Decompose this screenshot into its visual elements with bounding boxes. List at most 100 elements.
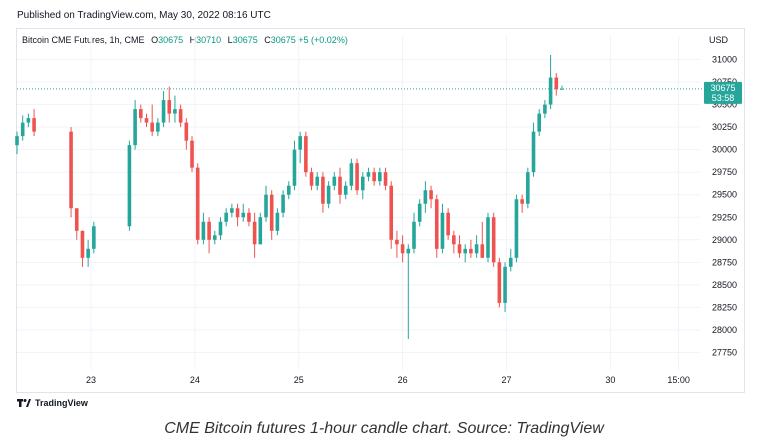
- candle-body: [264, 194, 268, 218]
- candle-body: [32, 118, 36, 132]
- legend-symbol: Bitcoin CME Futures, 1h, CME: [22, 35, 145, 45]
- candle-body: [86, 248, 90, 258]
- figure-caption: CME Bitcoin futures 1-hour candle chart.…: [164, 420, 604, 437]
- candle-body: [343, 185, 348, 195]
- y-tick-label: 30250: [712, 122, 737, 132]
- tradingview-brand: TradingView: [17, 398, 88, 408]
- chart-legend: Bitcoin CME Futures, 1h, CME O30675 H307…: [22, 35, 348, 45]
- candle-body: [309, 172, 314, 186]
- candle-body: [133, 109, 137, 146]
- candle-body: [332, 176, 337, 186]
- candle-body: [469, 248, 473, 254]
- candle-body: [241, 212, 246, 218]
- y-tick-label: 28750: [712, 257, 737, 267]
- candle-body: [247, 212, 251, 222]
- legend-close: 30675: [270, 35, 296, 45]
- candle-body: [235, 208, 240, 218]
- candle-body: [138, 109, 143, 119]
- legend-open: 30675: [158, 35, 184, 45]
- candle-body: [452, 235, 456, 245]
- candle-body: [258, 217, 263, 245]
- legend-change: +5 (+0.02%): [298, 35, 348, 45]
- candle-body: [156, 122, 160, 132]
- candle-body: [497, 262, 502, 303]
- candle-body: [173, 109, 177, 114]
- candle-body: [326, 185, 331, 204]
- candle-body: [69, 131, 73, 209]
- candle-body: [440, 212, 445, 249]
- candle-body: [224, 212, 228, 222]
- candle-body: [378, 172, 382, 182]
- x-tick-label: 27: [501, 375, 511, 385]
- candle-body: [275, 212, 280, 231]
- candle-body: [292, 149, 297, 186]
- y-tick-label: 30000: [712, 145, 737, 155]
- candle-body: [514, 199, 519, 258]
- candle-body: [230, 208, 234, 213]
- candle-body: [15, 136, 19, 146]
- y-tick-label: 30500: [712, 100, 737, 110]
- candle-body: [92, 226, 96, 249]
- currency-label: USD: [709, 35, 729, 45]
- candle-body: [480, 244, 485, 258]
- candle-body: [161, 100, 166, 123]
- candle-body: [457, 244, 462, 254]
- price-tag-price: 30675: [710, 83, 735, 93]
- y-tick-label: 28250: [712, 302, 737, 312]
- candle-body: [269, 194, 274, 231]
- candle-body: [178, 109, 183, 123]
- candle-body: [531, 131, 536, 173]
- candle-body: [417, 203, 422, 222]
- candle-body: [463, 248, 468, 254]
- x-tick-label: 25: [294, 375, 304, 385]
- candle-body: [218, 221, 223, 236]
- candle-body: [321, 176, 325, 204]
- legend-h-label: H: [189, 35, 197, 45]
- candle-body: [195, 167, 200, 240]
- candle-body: [74, 208, 79, 231]
- candle-body: [252, 221, 257, 245]
- candle-body: [281, 194, 285, 213]
- candle-body: [520, 199, 524, 204]
- candle-body: [355, 163, 359, 191]
- candle-body: [400, 244, 405, 254]
- legend-high: 30710: [196, 35, 222, 45]
- x-tick-label: 30: [605, 375, 615, 385]
- candle-body: [554, 77, 559, 90]
- y-tick-label: 29750: [712, 167, 737, 177]
- candle-body: [144, 118, 149, 123]
- candle-body: [20, 122, 25, 137]
- legend-l-label: L: [227, 35, 233, 45]
- candle-body: [212, 235, 217, 240]
- candle-body: [429, 190, 433, 200]
- y-tick-label: 27750: [712, 347, 737, 357]
- tradingview-logo-icon: [17, 398, 31, 407]
- price-tag-countdown: 53:58: [712, 93, 735, 103]
- x-tick-label: 26: [398, 375, 408, 385]
- y-tick-label: 29250: [712, 212, 737, 222]
- candle-body: [395, 239, 399, 245]
- candle-body: [548, 77, 553, 105]
- candle-body: [207, 221, 211, 240]
- candle-body: [372, 172, 376, 182]
- price-tag-box: [704, 81, 742, 104]
- y-tick-label: 31000: [712, 55, 737, 65]
- x-tick-label: 23: [86, 375, 96, 385]
- candle-body: [503, 266, 507, 303]
- x-tick-label: 15:00: [667, 375, 690, 385]
- candle-body: [486, 217, 490, 258]
- candle-body: [150, 122, 154, 132]
- published-line: Published on TradingView.com, May 30, 20…: [17, 10, 271, 21]
- candle-body: [560, 88, 564, 90]
- candle-body: [406, 248, 411, 254]
- candle-body: [383, 172, 388, 186]
- candle-body: [423, 190, 428, 204]
- candle-body: [127, 145, 132, 227]
- candle-body: [434, 199, 439, 249]
- candle-body: [543, 104, 547, 114]
- candle-body: [315, 176, 320, 186]
- candle-body: [304, 136, 308, 173]
- candle-body: [338, 176, 342, 195]
- legend-c-label: C: [264, 35, 271, 45]
